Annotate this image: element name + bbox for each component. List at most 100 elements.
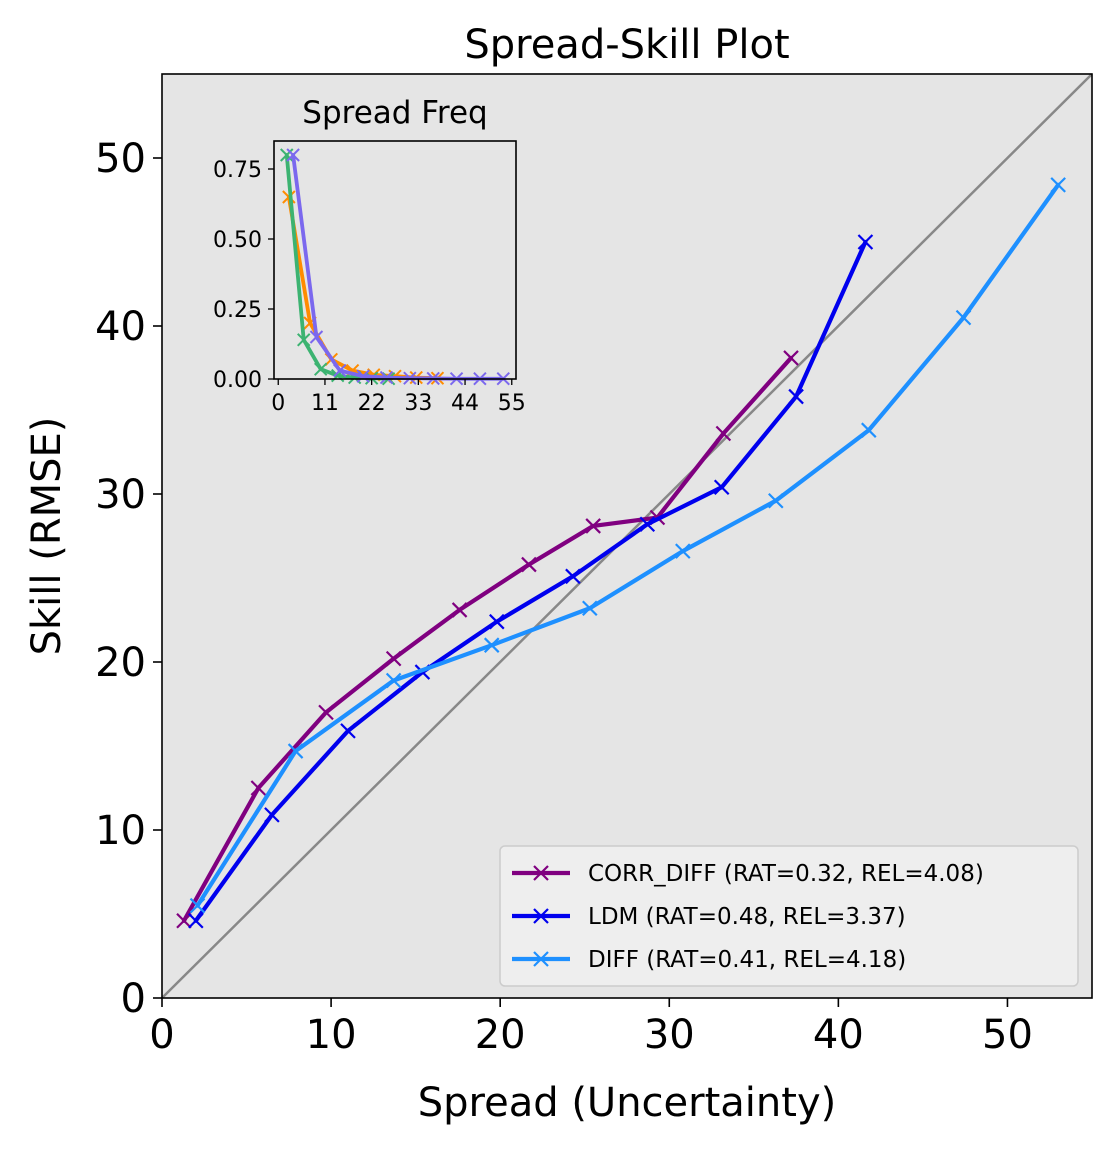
series-0-point-3-stroke-b — [385, 650, 402, 667]
inset-axes: 0 11 22 33 44 55 0.00 0.25 0.50 0.75 Spread Freq — [213, 95, 526, 416]
series-1-point-2 — [340, 723, 356, 739]
legend-swatch-marker-stroke-b — [533, 951, 549, 967]
inset-series-1-point-2 — [313, 362, 328, 376]
inset-y-tick-label: 0.75 — [213, 158, 262, 183]
series-1-point-9 — [857, 234, 874, 250]
series-2-point-0-stroke-b — [189, 897, 206, 914]
series-1-point-0-stroke-b — [188, 912, 204, 929]
series-0-point-3 — [385, 650, 402, 667]
series-1-point-4 — [489, 613, 505, 630]
legend-label: CORR_DIFF (RAT=0.32, REL=4.08) — [588, 861, 984, 887]
legend-swatch-marker — [533, 865, 549, 881]
inset-y-tick-label: 0.25 — [213, 298, 262, 323]
inset-series-2-point-0 — [286, 148, 300, 162]
inset-series-1-point-1-stroke-b — [297, 333, 311, 347]
series-0-point-2-stroke-b — [318, 704, 334, 721]
inset-series-1-point-0 — [280, 148, 294, 162]
series-0-point-1-stroke-b — [250, 780, 267, 796]
inset-series-2-point-1 — [309, 330, 324, 344]
y-tick-label: 0 — [121, 976, 146, 1022]
series-1-point-7 — [713, 479, 730, 496]
x-axis-label: Spread (Uncertainty) — [418, 1080, 836, 1126]
main-axes: 0 10 20 30 40 50 0 10 20 30 40 50 Spread-Skill Plot S… — [24, 22, 1093, 1126]
series-1-point-5 — [565, 568, 581, 585]
x-tick-label: 50 — [982, 1012, 1033, 1058]
x-tick-label: 20 — [475, 1012, 526, 1058]
x-tick-label: 0 — [149, 1012, 174, 1058]
y-tick-label: 10 — [95, 808, 146, 854]
series-0-point-5-stroke-b — [521, 556, 537, 573]
series-1-point-1 — [264, 807, 280, 823]
series-1-point-7-stroke-b — [713, 479, 730, 496]
series-0-point-9-stroke-b — [783, 350, 799, 366]
series-2-point-6 — [768, 492, 784, 509]
legend-label: LDM (RAT=0.48, REL=3.37) — [588, 904, 906, 930]
series-2-point-4-stroke-b — [582, 600, 598, 617]
inset-x-tick-label: 44 — [451, 391, 479, 416]
series-0-point-0 — [176, 912, 192, 929]
series-2-point-7 — [861, 422, 877, 438]
series-2-point-0 — [189, 897, 206, 914]
inset-series-1-point-2-stroke-b — [313, 362, 328, 376]
legend-item: LDM (RAT=0.48, REL=3.37) — [512, 904, 906, 930]
legend-swatch-marker — [533, 951, 549, 967]
inset-x-tick-label: 55 — [498, 391, 526, 416]
series-1-point-0 — [188, 912, 204, 929]
series-0-point-1 — [250, 780, 267, 796]
legend-swatch-marker-stroke-b — [533, 865, 549, 881]
inset-x-tick-label: 0 — [271, 391, 285, 416]
inset-series-2-point-4 — [379, 370, 394, 385]
series-0-point-5 — [521, 556, 537, 573]
inset-series-2-point-0-stroke-b — [286, 148, 300, 162]
legend-swatch-marker-stroke-b — [533, 908, 549, 924]
inset-frame — [273, 140, 517, 380]
series-1-point-6-stroke-b — [639, 516, 656, 533]
x-tick-label: 10 — [306, 1012, 357, 1058]
inset-series-2-point-3 — [356, 369, 370, 383]
y-tick-label: 20 — [95, 640, 146, 686]
inset-series-1-point-0-stroke-b — [280, 148, 294, 162]
series-line-2 — [195, 182, 1061, 908]
inset-x-tick-label: 33 — [404, 391, 432, 416]
x-tick-label: 30 — [644, 1012, 695, 1058]
series-2-point-1 — [287, 743, 304, 759]
inset-y-tick-label: 0.50 — [213, 228, 262, 253]
chart-title: Spread-Skill Plot — [464, 22, 789, 68]
series-1-point-6 — [639, 516, 656, 533]
inset-background — [274, 141, 516, 379]
series-1-point-5-stroke-b — [565, 568, 581, 585]
inset-series-2-point-5 — [403, 371, 417, 385]
legend-item: CORR_DIFF (RAT=0.32, REL=4.08) — [512, 861, 984, 887]
inset-y-tick-label: 0.00 — [213, 368, 262, 393]
series-0-point-4-stroke-b — [451, 602, 468, 618]
inset-series-2-point-4-stroke-b — [379, 370, 394, 385]
series-0-point-0-stroke-b — [176, 912, 192, 929]
series-0-point-9 — [783, 350, 799, 366]
legend-label: DIFF (RAT=0.41, REL=4.18) — [588, 947, 906, 973]
series-2-point-7-stroke-b — [861, 422, 877, 438]
series-2-point-3-stroke-b — [483, 637, 500, 653]
inset-series-2-point-2-stroke-b — [333, 363, 347, 378]
legend: CORR_DIFF (RAT=0.32, REL=4.08) LDM (RAT=0… — [499, 845, 1079, 987]
inset-series-2-point-2 — [333, 363, 347, 378]
inset-series-2-point-1-stroke-b — [309, 330, 324, 344]
legend-box — [499, 845, 1079, 987]
series-1-point-8-stroke-b — [788, 388, 804, 405]
series-0-point-6-stroke-b — [585, 518, 601, 534]
series-0-point-2 — [318, 704, 334, 721]
series-1-point-2-stroke-b — [340, 723, 356, 739]
series-2-point-2 — [385, 672, 402, 689]
inset-series-1-point-1 — [297, 333, 311, 347]
series-0-point-6 — [585, 518, 601, 534]
y-axis-label: Skill (RMSE) — [24, 417, 70, 656]
series-1-point-8 — [788, 388, 804, 405]
series-0-point-8 — [715, 425, 732, 442]
series-2-point-8-stroke-b — [955, 309, 972, 326]
plot-frame — [161, 73, 1093, 999]
series-2-point-6-stroke-b — [768, 492, 784, 509]
inset-title: Spread Freq — [302, 95, 487, 131]
series-1-point-4-stroke-b — [489, 613, 505, 630]
series-2-point-8 — [955, 309, 972, 326]
series-1-point-1-stroke-b — [264, 807, 280, 823]
